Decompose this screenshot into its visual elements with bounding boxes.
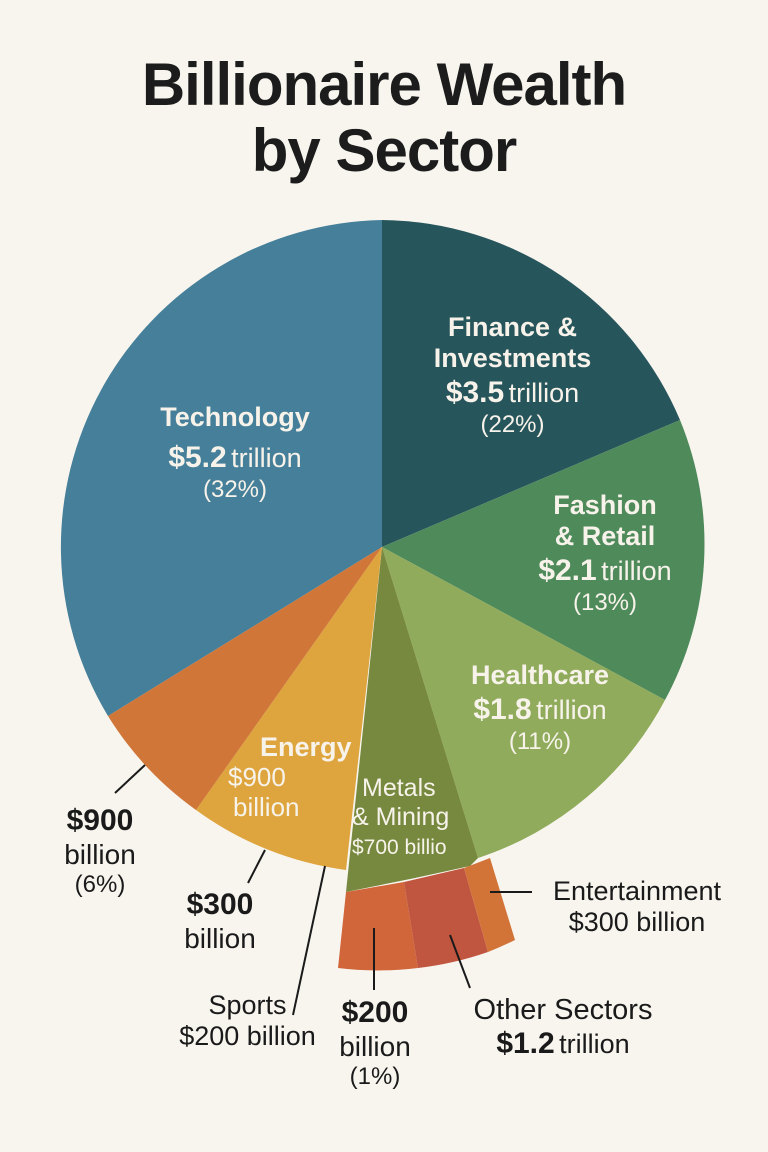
- leader-line-other: [449, 934, 471, 989]
- slice-metals[interactable]: [346, 547, 478, 892]
- slice-entertainment[interactable]: [464, 858, 515, 952]
- label-other-sectors: Other Sectors $1.2 trillion: [473, 994, 653, 1061]
- label-finance: Finance & Investments $3.5 trillion (22%…: [433, 312, 592, 438]
- chart-title: Billionaire Wealth by Sector: [0, 52, 768, 184]
- label-technology: Technology $5.2 trillion (32%): [160, 402, 310, 503]
- leader-line-orange: [114, 764, 146, 794]
- leader-line-sports: [292, 865, 326, 1016]
- label-orange-callout: $900 billion (6%): [64, 804, 136, 898]
- slice-technology[interactable]: [60, 220, 383, 716]
- slice-sports[interactable]: [338, 882, 418, 971]
- label-sports: Sports $200 billion: [179, 990, 316, 1052]
- label-fashion: Fashion & Retail $2.1 trillion (13%): [538, 490, 672, 616]
- slice-healthcare[interactable]: [382, 547, 665, 858]
- label-entertainment: Entertainment $300 billion: [552, 876, 722, 938]
- slice-fashion[interactable]: [382, 420, 705, 700]
- label-healthcare: Healthcare $1.8 trillion (11%): [470, 660, 610, 755]
- title-line-1: Billionaire Wealth: [141, 51, 627, 118]
- title-line-2: by Sector: [251, 117, 517, 184]
- label-small-callout: $200 billion (1%): [339, 996, 411, 1090]
- slice-finance[interactable]: [382, 220, 680, 547]
- slice-other[interactable]: [404, 868, 488, 968]
- slice-unlabeled-orange[interactable]: [108, 547, 382, 810]
- slice-energy[interactable]: [196, 547, 382, 870]
- label-metals: Metals & Mining $700 billio: [352, 774, 450, 859]
- leader-line-energy: [247, 849, 266, 884]
- label-energy: Energy $900 billion: [228, 732, 352, 822]
- label-energy-callout: $300 billion: [184, 888, 256, 954]
